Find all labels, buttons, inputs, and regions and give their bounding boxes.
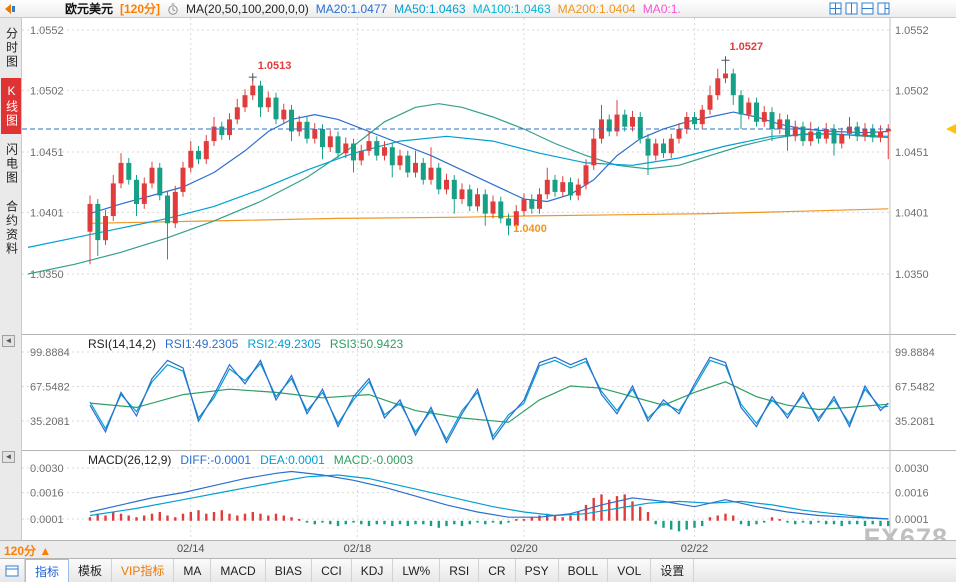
rsi-panel-collapse-icon[interactable]: ◄ xyxy=(2,335,15,347)
sidebar-tab-flash-chart[interactable]: 闪电图 xyxy=(4,143,19,185)
macd-panel-collapse-icon[interactable]: ◄ xyxy=(2,451,15,463)
timeframe-label: [120分] xyxy=(120,2,161,16)
svg-text:1.0350: 1.0350 xyxy=(895,269,929,281)
toolbar-item-bias[interactable]: BIAS xyxy=(266,559,313,582)
svg-text:67.5482: 67.5482 xyxy=(30,382,70,394)
indicator-toolbar: 指标 模板 VIP指标 MA MACD BIAS CCI KDJ LW% RSI CR PSY BOLL… xyxy=(0,558,956,582)
rsi3-value: RSI3:50.9423 xyxy=(329,337,404,351)
main-candlestick-chart[interactable]: 1.0513 1.0527 1.0400 1.0552 1.0552 1.0502 1.05… xyxy=(22,18,956,334)
svg-text:0.0030: 0.0030 xyxy=(895,463,929,475)
toolbar-item-lw[interactable]: LW% xyxy=(393,559,441,582)
svg-text:1.0451: 1.0451 xyxy=(895,147,929,159)
toolbar-item-ma[interactable]: MA xyxy=(174,559,212,582)
toolbar-item-vip-indicators[interactable]: VIP指标 xyxy=(112,559,175,582)
macd-value: MACD:-0.0003 xyxy=(333,453,414,467)
x-axis-date-label: 02/22 xyxy=(680,543,709,555)
layout-horizontal-split-icon[interactable] xyxy=(861,2,874,15)
diff-value: DIFF:-0.0001 xyxy=(180,453,252,467)
svg-text:0.0001: 0.0001 xyxy=(30,514,64,526)
toolbar-item-templates[interactable]: 模板 xyxy=(69,559,113,582)
x-axis-strip: 120分 ▲ 02/14 02/18 02/20 02/22 xyxy=(0,540,956,558)
sidebar-tab-time-chart[interactable]: 分时图 xyxy=(4,27,19,69)
ma100-value: MA100:1.0463 xyxy=(472,1,551,16)
toolbar-item-macd[interactable]: MACD xyxy=(211,559,266,582)
dea-value: DEA:0.0001 xyxy=(260,453,325,467)
toolbar-item-cci[interactable]: CCI xyxy=(312,559,352,582)
symbol-name: 欧元美元 xyxy=(65,2,114,16)
toolbar-items: 指标 模板 VIP指标 MA MACD BIAS CCI KDJ LW% RSI CR PSY BOLL… xyxy=(25,559,695,582)
toolbar-item-boll[interactable]: BOLL xyxy=(559,559,609,582)
current-price-arrow-icon xyxy=(946,124,956,135)
macd-indicator-chart[interactable]: 0.0030 0.0030 0.0016 0.0016 0.0001 0.0001 xyxy=(22,450,956,540)
layout-grid-icon[interactable] xyxy=(829,2,842,15)
svg-text:1.0502: 1.0502 xyxy=(30,85,64,97)
svg-text:0.0016: 0.0016 xyxy=(895,488,929,500)
svg-text:35.2081: 35.2081 xyxy=(30,416,70,428)
svg-text:1.0400: 1.0400 xyxy=(513,223,547,235)
rsi-indicator-chart[interactable]: 99.8884 99.8884 67.5482 67.5482 35.2081 35.20… xyxy=(22,334,956,450)
back-arrow-icon[interactable] xyxy=(4,3,16,15)
svg-text:1.0502: 1.0502 xyxy=(895,85,929,97)
layout-right-panel-icon[interactable] xyxy=(877,2,890,15)
layout-icons-group xyxy=(829,2,890,15)
chart-header-bar: 欧元美元 [120分] MA(20,50,100,200,0,0) MA20:1… xyxy=(0,0,956,18)
x-axis-date-label: 02/20 xyxy=(510,543,538,555)
ma50-value: MA50:1.0463 xyxy=(394,1,466,16)
interval-label: 120分 xyxy=(4,544,37,558)
svg-text:1.0552: 1.0552 xyxy=(895,25,929,37)
macd-header: MACD(26,12,9) DIFF:-0.0001 DEA:0.0001 MA… xyxy=(88,453,413,467)
ma200-value: MA200:1.0404 xyxy=(557,1,636,16)
ma-formula-label: MA(20,50,100,200,0,0) xyxy=(186,1,309,16)
ma20-value: MA20:1.0477 xyxy=(315,1,388,16)
timer-icon xyxy=(168,3,178,15)
interval-dropdown-button[interactable]: 120分 ▲ xyxy=(4,542,51,559)
toolbar-item-cr[interactable]: CR xyxy=(479,559,516,582)
svg-text:1.0401: 1.0401 xyxy=(895,207,929,219)
rsi1-value: RSI1:49.2305 xyxy=(165,337,239,351)
x-axis-date-label: 02/18 xyxy=(343,543,372,555)
svg-text:1.0552: 1.0552 xyxy=(30,25,64,37)
rsi-formula-label: RSI(14,14,2) xyxy=(88,337,157,351)
rsi-header: RSI(14,14,2) RSI1:49.2305 RSI2:49.2305 R… xyxy=(88,337,403,351)
macd-formula-label: MACD(26,12,9) xyxy=(88,453,172,467)
sidebar: 分时图 K线图闪电图合约资料 xyxy=(0,18,22,540)
svg-text:0.0001: 0.0001 xyxy=(895,514,929,526)
toolbar-item-vol[interactable]: VOL xyxy=(608,559,652,582)
ma0-value: MA0:1. xyxy=(642,1,681,16)
svg-text:0.0030: 0.0030 xyxy=(30,463,64,475)
x-axis-date-label: 02/14 xyxy=(176,543,205,555)
toolbar-item-kdj[interactable]: KDJ xyxy=(352,559,394,582)
layout-vertical-split-icon[interactable] xyxy=(845,2,858,15)
toolbar-item-psy[interactable]: PSY xyxy=(516,559,559,582)
sidebar-tab-kline-chart[interactable]: K线图 xyxy=(0,78,21,134)
svg-text:35.2081: 35.2081 xyxy=(895,416,935,428)
svg-text:1.0513: 1.0513 xyxy=(258,60,292,72)
toolbar-item-indicators[interactable]: 指标 xyxy=(25,559,70,582)
svg-text:99.8884: 99.8884 xyxy=(895,347,935,359)
svg-text:1.0527: 1.0527 xyxy=(730,41,764,53)
sidebar-tab-contract-info[interactable]: 合约资料 xyxy=(4,200,19,256)
svg-text:1.0350: 1.0350 xyxy=(30,269,64,281)
toolbar-window-icon[interactable] xyxy=(0,559,25,582)
svg-text:1.0451: 1.0451 xyxy=(30,147,64,159)
rsi2-value: RSI2:49.2305 xyxy=(247,337,321,351)
svg-text:1.0401: 1.0401 xyxy=(30,207,64,219)
toolbar-item-rsi[interactable]: RSI xyxy=(440,559,480,582)
svg-text:99.8884: 99.8884 xyxy=(30,347,70,359)
toolbar-item-settings[interactable]: 设置 xyxy=(651,559,695,582)
svg-text:67.5482: 67.5482 xyxy=(895,382,935,394)
svg-text:0.0016: 0.0016 xyxy=(30,488,64,500)
interval-dropdown-arrow-icon: ▲ xyxy=(39,544,52,558)
